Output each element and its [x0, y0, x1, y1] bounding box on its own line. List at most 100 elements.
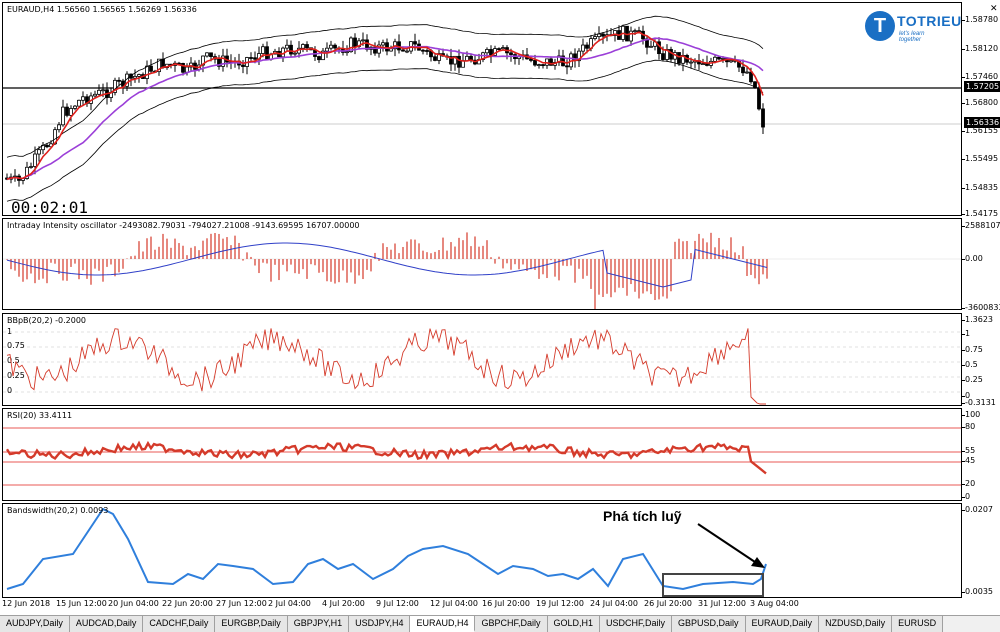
bbpb-axis[interactable]: 1.3623 1 0.75 0.5 0.25 0 -0.3131 [961, 313, 1000, 407]
intraday-axis-tick: 0.00 [962, 254, 983, 263]
intraday-intensity-panel[interactable]: Intraday Intensity oscillator -2493082.7… [2, 218, 962, 310]
rsi-panel[interactable]: RSI(20) 33.4111 [2, 408, 962, 501]
main-price-panel[interactable]: EURAUD,H4 1.56560 1.56565 1.56269 1.5633… [2, 2, 962, 216]
bbpb-axis-tick: 0 [961, 391, 971, 400]
rsi-label: RSI(20) 33.4111 [7, 411, 73, 420]
intraday-axis-tick: 2588107.8 [961, 221, 1000, 230]
symbol-tab[interactable]: EURGBP,Daily [215, 616, 288, 632]
symbol-tab[interactable]: EURUSD [892, 616, 944, 632]
candle-body [349, 37, 353, 53]
candle-body [381, 42, 385, 46]
intraday-label: Intraday Intensity oscillator -2493082.7… [7, 221, 360, 230]
annotation-arrow [697, 523, 759, 565]
symbol-tab[interactable]: NZDUSD,Daily [819, 616, 893, 632]
time-axis-label: 19 Jul 12:00 [536, 599, 584, 608]
time-axis-label: 12 Jun 2018 [2, 599, 51, 608]
bbpb-label: BBpB(20,2) -0.2000 [7, 316, 87, 325]
close-icon[interactable]: ✕ [990, 3, 998, 13]
candle-body [221, 55, 225, 67]
candle-body [361, 39, 365, 42]
candle-body [373, 46, 377, 54]
candle-body [45, 144, 49, 148]
candle-body [457, 55, 461, 68]
candle-body [301, 44, 305, 49]
candle-body [401, 49, 405, 52]
candle-body [677, 52, 681, 64]
bandwidth-label: Bandswidth(20,2) 0.0093 [7, 506, 109, 515]
symbol-tab[interactable]: AUDCAD,Daily [69, 616, 144, 632]
bbpb-axis-tick: -0.3131 [962, 398, 996, 407]
candle-body [661, 53, 665, 60]
intraday-axis-tick: -3600833 [962, 303, 1000, 312]
price-axis[interactable]: 1.58780 1.58120 1.57460 1.56800 1.56155 1.554… [961, 2, 1000, 218]
symbol-tab[interactable]: GOLD,H1 [547, 616, 601, 632]
time-axis[interactable]: 12 Jun 2018 15 Jun 12:00 20 Jun 04:00 22 Ju… [2, 598, 962, 612]
candle-body [593, 36, 597, 40]
symbol-tab[interactable]: EURAUD,Daily [745, 616, 820, 632]
candle-body [385, 42, 389, 52]
time-axis-label: 22 Jun 20:00 [162, 599, 213, 608]
bbpb-panel[interactable]: BBpB(20,2) -0.2000 1 0.75 0.5 0.25 0 [2, 313, 962, 406]
fast-moving-average [6, 31, 764, 180]
symbol-tab[interactable]: CADCHF,Daily [143, 616, 216, 632]
logo-brand: TOTRIEU [897, 13, 962, 29]
bbpb-left-tick: 0.5 [7, 356, 20, 365]
candle-body [405, 50, 409, 53]
bbpb-axis-tick: 0.25 [962, 375, 983, 384]
bandwidth-axis[interactable]: 0.0207 0.0035 [962, 503, 1000, 598]
candle-body [433, 56, 437, 61]
candle-body [129, 73, 133, 79]
candle-body [117, 79, 121, 82]
bbpb-left-tick: 0.25 [7, 371, 25, 380]
symbol-tab[interactable]: USDCHF,Daily [600, 616, 673, 632]
bbpb-line [6, 328, 766, 405]
candle-body [453, 55, 457, 65]
rsi-axis-tick: 20 [961, 479, 976, 488]
intensity-signal-line [6, 242, 768, 288]
time-axis-label: 15 Jun 12:00 [56, 599, 107, 608]
candle-body [265, 46, 269, 60]
candle-body [289, 44, 293, 55]
rsi-axis[interactable]: 100 80 55 45 20 0 [961, 408, 1000, 501]
candle-body [757, 87, 761, 110]
symbol-tab[interactable]: AUDJPY,Daily [0, 616, 70, 632]
time-axis-label: 16 Jul 20:00 [482, 599, 530, 608]
candle-body [389, 48, 393, 52]
candle-body [485, 49, 489, 54]
main_chart-axis-tick: 1.54835 [961, 183, 999, 192]
symbol-tab[interactable]: GBPCHF,Daily [475, 616, 548, 632]
candle-body [57, 124, 61, 131]
main_chart-axis-tick: 1.55495 [961, 154, 999, 163]
bbpb-axis-tick: 0.75 [962, 345, 983, 354]
main_chart-axis-tick: 1.58780 [961, 15, 999, 24]
candle-body [65, 106, 69, 116]
candle-body [345, 51, 349, 54]
candle-body [81, 96, 85, 101]
symbol-tab[interactable]: EURAUD,H4 [410, 616, 476, 632]
symbol-tab-bar: AUDJPY,Daily AUDCAD,Daily CADCHF,Daily EURG… [0, 615, 1000, 632]
time-axis-label: 12 Jul 04:00 [430, 599, 478, 608]
candle-body [581, 44, 585, 52]
candle-body [137, 74, 141, 77]
intraday-axis[interactable]: 2588107.8 0.00 -3600833 [961, 218, 1000, 312]
candle-body [741, 66, 745, 74]
rsi-axis-tick: 0 [961, 492, 971, 501]
candle-body [217, 58, 221, 67]
time-axis-label: 27 Jun 12:00 [216, 599, 267, 608]
bandwidth-axis-tick: 0.0035 [962, 587, 993, 596]
symbol-tab[interactable]: GBPJPY,H1 [287, 616, 350, 632]
candle-body [701, 63, 705, 66]
main_chart-axis-tick: 1.58120 [961, 44, 999, 53]
bar-countdown-timer: 00:02:01 [11, 198, 89, 216]
bandwidth-panel[interactable]: Bandswidth(20,2) 0.0093 [2, 503, 962, 598]
symbol-tab[interactable]: GBPUSD,Daily [672, 616, 746, 632]
candle-body [721, 57, 725, 60]
candle-body [449, 56, 453, 65]
symbol-tab[interactable]: USDJPY,H4 [349, 616, 411, 632]
main_chart-axis-tick: 1.54175 [961, 209, 999, 218]
candle-body [77, 99, 81, 107]
bbpb-chart: 1 0.75 0.5 0.25 0 [3, 327, 961, 405]
rsi-axis-tick: 55 [961, 446, 976, 455]
candle-body [209, 52, 213, 57]
candle-body [413, 41, 417, 45]
